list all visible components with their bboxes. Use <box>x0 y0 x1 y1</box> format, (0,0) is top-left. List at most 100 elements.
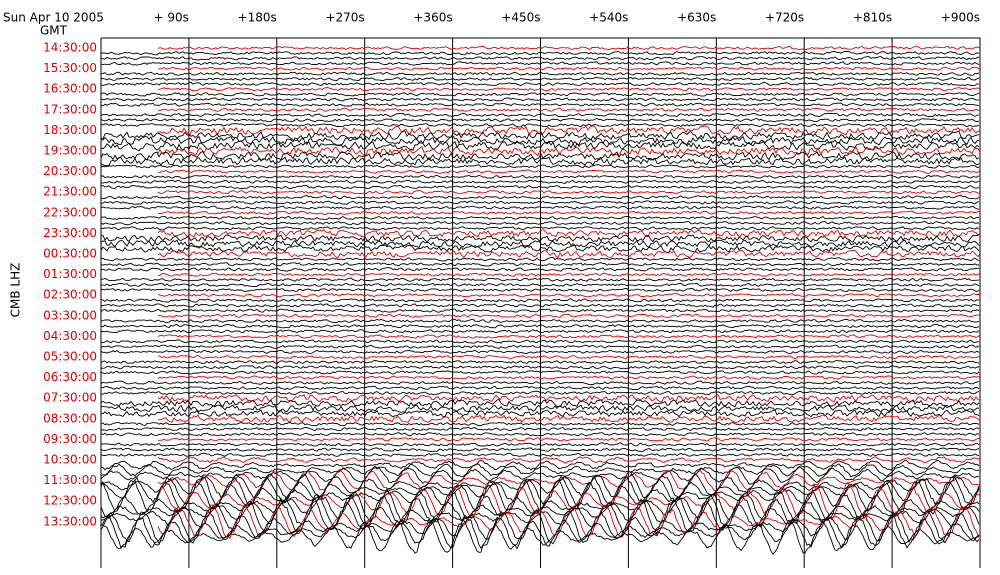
trace <box>100 71 980 76</box>
trace <box>100 174 980 179</box>
hour-trace <box>157 272 981 277</box>
trace <box>100 463 980 478</box>
x-tick-label: +720s <box>765 11 804 25</box>
hour-trace <box>157 210 981 216</box>
time-label: 23:30:00 <box>43 226 97 240</box>
time-label: 05:30:00 <box>43 350 97 364</box>
trace <box>100 195 980 200</box>
x-tick-label: +900s <box>941 11 980 25</box>
x-tick-label: +270s <box>325 11 364 25</box>
trace <box>100 426 980 432</box>
trace <box>100 140 980 152</box>
trace <box>100 398 980 408</box>
hour-trace <box>157 169 981 174</box>
time-label: 22:30:00 <box>43 205 97 219</box>
trace <box>100 308 980 313</box>
chart-title: Sun Apr 10 2005 <box>3 11 104 25</box>
trace <box>100 470 980 501</box>
trace <box>100 164 980 169</box>
trace <box>100 151 980 161</box>
trace <box>100 339 980 344</box>
trace <box>100 344 980 349</box>
time-label: 04:30:00 <box>43 329 97 343</box>
hour-trace <box>157 229 981 238</box>
trace <box>100 102 980 107</box>
hour-trace <box>157 393 981 403</box>
trace <box>100 459 980 471</box>
time-label: 19:30:00 <box>43 144 97 158</box>
time-label: 13:30:00 <box>43 514 97 528</box>
hour-trace <box>157 107 981 112</box>
subtitle: GMT <box>40 24 68 38</box>
trace <box>100 318 980 323</box>
hour-trace <box>158 437 981 442</box>
time-label: 20:30:00 <box>43 164 97 178</box>
time-label: 00:30:00 <box>43 247 97 261</box>
hour-trace <box>157 66 981 71</box>
trace <box>100 118 980 123</box>
hour-trace <box>157 293 981 298</box>
trace <box>100 185 980 190</box>
trace <box>100 262 980 267</box>
trace <box>100 226 980 231</box>
trace <box>100 200 980 205</box>
trace <box>100 179 980 184</box>
trace <box>100 123 980 128</box>
trace <box>100 380 980 386</box>
trace <box>100 130 980 141</box>
time-label: 02:30:00 <box>43 288 97 302</box>
trace <box>100 432 980 437</box>
hour-trace <box>157 375 981 380</box>
trace <box>100 360 980 365</box>
trace <box>100 496 980 537</box>
trace <box>100 61 980 66</box>
trace <box>100 298 980 303</box>
trace <box>100 287 980 292</box>
trace <box>100 51 980 56</box>
trace <box>100 282 980 288</box>
trace <box>100 409 980 418</box>
trace <box>100 234 980 243</box>
trace <box>100 135 980 147</box>
trace <box>100 256 980 262</box>
trace <box>100 349 980 355</box>
x-tick-label: +360s <box>413 11 452 25</box>
trace <box>100 508 980 545</box>
x-tick-label: +450s <box>501 11 540 25</box>
time-label: 03:30:00 <box>43 308 97 322</box>
x-tick-label: +810s <box>853 11 892 25</box>
time-label: 10:30:00 <box>43 453 97 467</box>
time-label: 06:30:00 <box>43 370 97 384</box>
hour-trace <box>157 313 980 318</box>
trace <box>100 239 980 248</box>
trace <box>100 205 980 210</box>
trace <box>100 97 980 102</box>
y-axis-label: CMB LHZ <box>9 263 23 318</box>
trace <box>100 215 980 221</box>
time-label: 17:30:00 <box>43 102 97 116</box>
hour-trace <box>158 414 981 424</box>
trace <box>100 365 980 370</box>
time-label: 08:30:00 <box>43 411 97 425</box>
trace <box>100 81 980 87</box>
trace <box>100 92 980 97</box>
trace <box>100 390 980 396</box>
trace <box>100 385 980 391</box>
time-label: 15:30:00 <box>43 61 97 75</box>
trace <box>100 421 980 427</box>
hour-trace <box>157 249 981 259</box>
trace <box>101 303 980 308</box>
trace <box>100 442 980 447</box>
trace <box>100 156 980 167</box>
trace <box>100 112 980 118</box>
trace <box>100 370 980 375</box>
time-label: 07:30:00 <box>43 391 97 405</box>
trace <box>100 323 980 329</box>
trace <box>100 221 979 226</box>
time-label: 16:30:00 <box>43 82 97 96</box>
trace <box>100 465 980 485</box>
trace <box>100 452 980 457</box>
x-tick-label: +630s <box>677 11 716 25</box>
trace <box>100 244 980 253</box>
